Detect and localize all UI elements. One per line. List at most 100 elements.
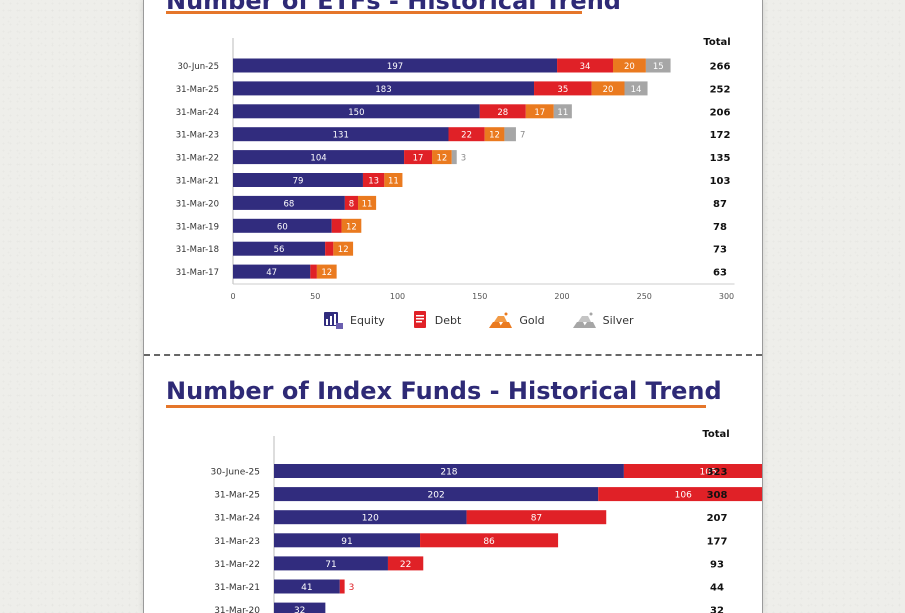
data-label: 87 bbox=[531, 514, 542, 524]
total-label: 266 bbox=[710, 62, 731, 73]
debt-icon bbox=[413, 311, 426, 328]
total-label: 44 bbox=[710, 583, 724, 594]
data-label: 56 bbox=[274, 245, 285, 255]
legend-item-debt: Debt bbox=[411, 310, 462, 330]
bar-segment-series-1 bbox=[274, 464, 624, 478]
legend-label-silver: Silver bbox=[602, 313, 634, 327]
legend-item-silver: Silver bbox=[571, 310, 634, 330]
total-label: 252 bbox=[710, 84, 731, 95]
bar-segment-debt bbox=[404, 150, 433, 165]
bar-segment-equity bbox=[233, 150, 405, 165]
total-label: 172 bbox=[710, 130, 731, 141]
x-tick-label: 300 bbox=[719, 292, 734, 301]
legend-label-debt: Debt bbox=[434, 313, 462, 327]
etf-chart: 30-Jun-25 197 34 20 15 266 31-Mar-25 183 35 20 14 2… bbox=[176, 38, 735, 301]
x-tick-label: 250 bbox=[637, 292, 652, 301]
bar-segment-silver bbox=[645, 58, 671, 73]
data-label: 131 bbox=[333, 131, 349, 141]
category-label: 31-Mar-22 bbox=[176, 154, 219, 164]
bar-segment-equity bbox=[233, 173, 363, 187]
category-label: 31-Mar-25 bbox=[214, 491, 260, 501]
data-label: 197 bbox=[387, 62, 403, 72]
x-tick-label: 100 bbox=[390, 292, 405, 301]
index-total-header: Total bbox=[702, 429, 730, 440]
total-label: 135 bbox=[710, 153, 731, 164]
data-label: 17 bbox=[534, 108, 545, 118]
category-label: 31-Mar-24 bbox=[214, 514, 260, 524]
bar-segment-debt bbox=[362, 173, 385, 187]
data-label: 12 bbox=[338, 245, 349, 255]
data-label: 22 bbox=[461, 131, 472, 141]
bar-segment-equity bbox=[233, 218, 332, 233]
etf-legend: Equity Debt Gold bbox=[322, 310, 634, 330]
category-label: 31-Mar-24 bbox=[176, 108, 219, 118]
bar-segment-gold bbox=[384, 173, 403, 187]
data-label: 32 bbox=[294, 606, 305, 613]
data-label: 120 bbox=[362, 514, 379, 524]
index-chart-title: Number of Index Funds - Historical Trend bbox=[166, 377, 722, 405]
data-label: 79 bbox=[293, 177, 304, 187]
data-label: 12 bbox=[489, 131, 500, 141]
data-label: 106 bbox=[675, 491, 692, 501]
data-label: 218 bbox=[440, 468, 457, 478]
bar-segment-series-1 bbox=[274, 556, 388, 571]
bar-segment-equity bbox=[233, 81, 535, 96]
category-label: 30-June-25 bbox=[211, 468, 261, 478]
data-label: 17 bbox=[413, 154, 424, 164]
legend-label-equity: Equity bbox=[350, 313, 385, 327]
bar-segment-series-1 bbox=[274, 487, 599, 502]
bar-segment-silver bbox=[553, 104, 572, 119]
data-label: 35 bbox=[557, 85, 568, 95]
etf-total-header: Total bbox=[703, 37, 731, 48]
data-label: 20 bbox=[624, 62, 635, 72]
x-tick-label: 50 bbox=[310, 292, 320, 301]
data-label: 60 bbox=[277, 222, 288, 232]
equity-icon bbox=[324, 312, 343, 329]
data-label: 3 bbox=[349, 583, 355, 593]
bar-segment-equity bbox=[233, 241, 326, 256]
data-label: 28 bbox=[497, 108, 508, 118]
data-label: 183 bbox=[375, 85, 391, 95]
bar-segment-debt bbox=[448, 127, 485, 142]
category-label: 30-Jun-25 bbox=[177, 62, 219, 72]
bar-segment-equity bbox=[233, 264, 311, 279]
data-label: 11 bbox=[557, 108, 568, 118]
bar-segment-series-2 bbox=[466, 510, 607, 525]
total-label: 63 bbox=[713, 268, 727, 279]
category-label: 31-Mar-25 bbox=[176, 85, 219, 95]
bar-segment-gold bbox=[525, 104, 554, 119]
infographic-card: Number of ETFs - Historical Trend Total … bbox=[143, 0, 763, 613]
data-label: 86 bbox=[483, 537, 495, 547]
data-label: 8 bbox=[349, 199, 354, 209]
bar-segment-debt bbox=[534, 81, 592, 96]
category-label: 31-Mar-22 bbox=[214, 560, 260, 570]
bar-segment-series-2 bbox=[420, 533, 559, 548]
data-label: 150 bbox=[348, 108, 364, 118]
data-label: 91 bbox=[341, 537, 352, 547]
etf-title-underline bbox=[166, 11, 582, 14]
total-label: 207 bbox=[707, 513, 728, 524]
total-label: 93 bbox=[710, 559, 724, 570]
data-label: 34 bbox=[580, 62, 591, 72]
bar-segment-debt bbox=[325, 241, 334, 256]
total-label: 177 bbox=[707, 536, 728, 547]
bar-segment-gold bbox=[591, 81, 625, 96]
bar-segment-series-1 bbox=[274, 510, 467, 525]
data-label: 105 bbox=[700, 468, 717, 478]
category-label: 31-Mar-20 bbox=[176, 199, 219, 209]
legend-item-gold: Gold bbox=[487, 310, 545, 330]
data-label: 68 bbox=[284, 199, 295, 209]
data-label: 14 bbox=[631, 85, 642, 95]
bar-segment-series-1 bbox=[274, 579, 340, 594]
data-label: 41 bbox=[301, 583, 312, 593]
total-label: 103 bbox=[710, 176, 731, 187]
category-label: 31-Mar-21 bbox=[176, 177, 219, 187]
category-label: 31-Mar-21 bbox=[214, 583, 260, 593]
bar-segment-silver bbox=[624, 81, 648, 96]
bar-segment-debt bbox=[557, 58, 613, 73]
legend-label-gold: Gold bbox=[519, 313, 545, 327]
legend-item-equity: Equity bbox=[322, 310, 385, 330]
category-label: 31-Mar-19 bbox=[176, 222, 219, 232]
total-label: 87 bbox=[713, 199, 727, 210]
